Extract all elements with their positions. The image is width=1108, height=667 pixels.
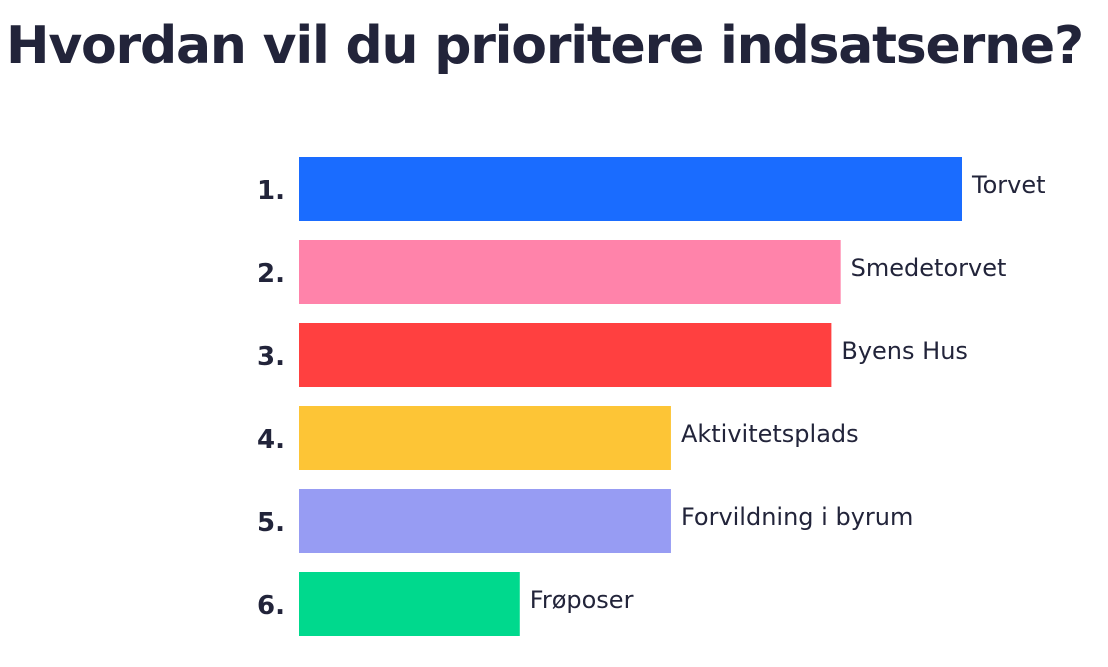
bar (299, 323, 832, 387)
rank-label: 5. (257, 508, 285, 538)
rank-label: 6. (257, 591, 285, 621)
bar (299, 157, 962, 221)
bar-label: Byens Hus (841, 337, 968, 365)
bar (299, 572, 520, 636)
rank-label: 4. (257, 425, 285, 455)
bar-label: Smedetorvet (851, 254, 1007, 282)
bar-label: Aktivitetsplads (681, 420, 859, 448)
rank-label: 3. (257, 342, 285, 372)
rank-label: 1. (257, 176, 285, 206)
bar-label: Forvildning i byrum (681, 503, 913, 531)
bar-label: Frøposer (530, 586, 634, 614)
bar-label: Torvet (971, 171, 1046, 199)
bar (299, 489, 671, 553)
bar (299, 240, 841, 304)
rank-label: 2. (257, 259, 285, 289)
chart-title: Hvordan vil du prioritere indsatserne? (6, 16, 1084, 76)
bar (299, 406, 671, 470)
